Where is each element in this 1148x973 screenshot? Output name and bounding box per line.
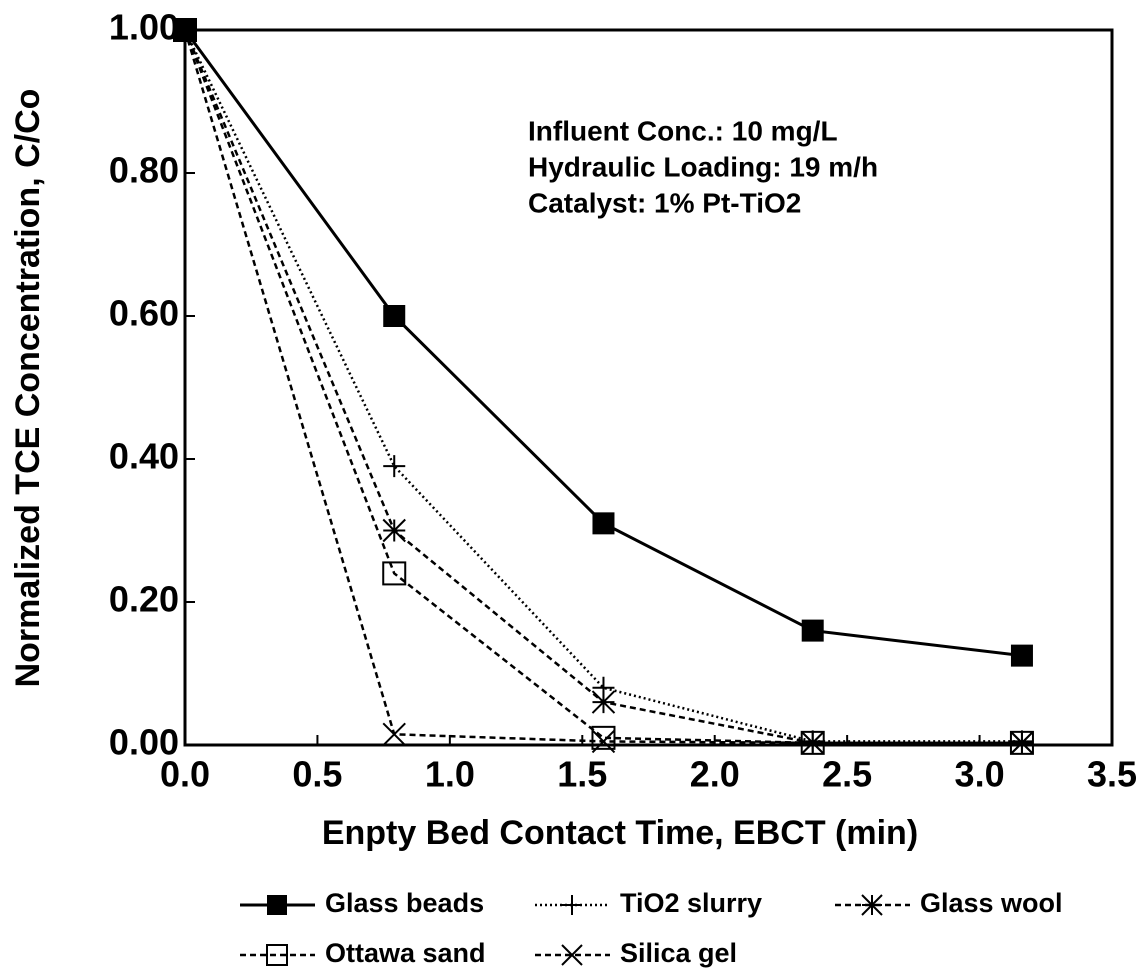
marker-shape	[382, 722, 406, 746]
marker-shape	[1010, 644, 1033, 667]
marker-shape	[591, 725, 616, 750]
marker-shape	[591, 690, 616, 714]
legend-label: Glass wool	[920, 888, 1063, 918]
marker	[591, 690, 616, 714]
x-tick-label: 2.0	[690, 754, 740, 795]
x-axis-label: Enpty Bed Contact Time, EBCT (min)	[322, 814, 918, 852]
legend-label: Glass beads	[325, 888, 484, 918]
marker-shape	[561, 944, 583, 966]
marker-shape	[382, 561, 407, 586]
marker	[382, 722, 406, 746]
marker-shape	[861, 894, 883, 916]
x-tick-label: 0.0	[160, 754, 210, 795]
y-tick-label: 0.20	[109, 579, 179, 620]
marker	[592, 512, 615, 535]
marker-shape	[800, 730, 825, 755]
marker	[801, 731, 825, 755]
legend-marker	[267, 895, 287, 915]
marker-shape	[382, 518, 406, 543]
marker	[801, 619, 824, 642]
legend-label: TiO2 slurry	[620, 888, 762, 918]
legend-label: Ottawa sand	[325, 938, 486, 968]
marker	[1010, 731, 1034, 755]
legend-marker	[561, 944, 583, 966]
y-tick-label: 1.00	[109, 7, 179, 48]
marker	[1009, 730, 1034, 755]
annotation: Hydraulic Loading: 19 m/h	[528, 151, 878, 182]
marker-shape	[383, 455, 406, 478]
marker	[173, 18, 197, 42]
legend-marker	[266, 944, 288, 966]
legend-marker	[861, 894, 883, 916]
marker-shape	[1009, 730, 1034, 755]
legend-marker	[562, 895, 582, 915]
marker-shape	[1010, 731, 1034, 755]
marker	[173, 18, 197, 42]
marker-shape	[267, 895, 287, 915]
marker-shape	[801, 731, 825, 755]
marker-shape	[173, 18, 197, 42]
y-tick-label: 0.40	[109, 436, 179, 477]
x-tick-label: 0.5	[292, 754, 342, 795]
marker	[383, 305, 406, 327]
marker-shape	[266, 944, 288, 966]
marker-shape	[592, 512, 615, 535]
marker-shape	[591, 729, 616, 754]
plot-frame	[183, 28, 1114, 747]
annotation: Influent Conc.: 10 mg/L	[528, 115, 838, 146]
x-tick-label: 3.5	[1087, 754, 1137, 795]
y-tick-label: 0.00	[109, 722, 179, 763]
x-tick-label: 3.0	[955, 754, 1005, 795]
marker	[383, 455, 406, 478]
y-tick-label: 0.80	[109, 150, 179, 191]
y-tick-label: 0.60	[109, 293, 179, 334]
marker-shape	[383, 305, 406, 327]
x-tick-label: 2.5	[822, 754, 872, 795]
marker	[591, 725, 616, 750]
marker	[1010, 644, 1033, 667]
marker	[382, 561, 407, 586]
marker	[382, 518, 406, 543]
legend-label: Silica gel	[620, 938, 737, 968]
x-tick-label: 1.5	[557, 754, 607, 795]
marker-shape	[173, 18, 197, 42]
marker	[800, 730, 825, 755]
marker-shape	[562, 895, 582, 915]
x-tick-label: 1.0	[425, 754, 475, 795]
marker	[591, 729, 616, 754]
marker-shape	[801, 619, 824, 642]
y-axis-label: Normalized TCE Concentration, C/Co	[9, 89, 47, 688]
annotation: Catalyst: 1% Pt-TiO2	[528, 187, 801, 218]
